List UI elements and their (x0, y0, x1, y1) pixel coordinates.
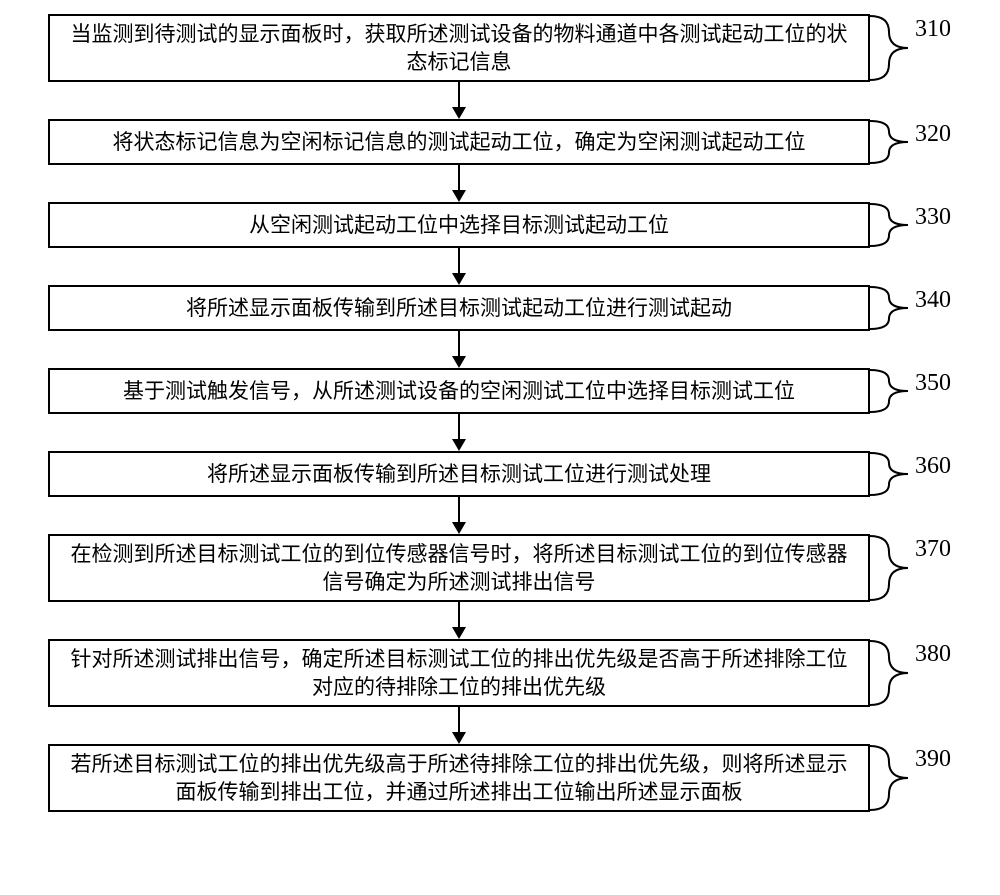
flow-step-text: 从空闲测试起动工位中选择目标测试起动工位 (249, 211, 669, 239)
bracket-connector (868, 285, 910, 331)
flow-step-id: 310 (915, 16, 951, 43)
bracket-connector (868, 368, 910, 414)
flow-step-text: 当监测到待测试的显示面板时，获取所述测试设备的物料通道中各测试起动工位的状态标记… (62, 20, 856, 77)
bracket-connector (868, 639, 910, 707)
flow-step-text: 在检测到所述目标测试工位的到位传感器信号时，将所述目标测试工位的到位传感器信号确… (62, 540, 856, 597)
flow-step-text: 基于测试触发信号，从所述测试设备的空闲测试工位中选择目标测试工位 (123, 377, 795, 405)
bracket-connector (868, 534, 910, 602)
flow-step-box: 从空闲测试起动工位中选择目标测试起动工位 (48, 202, 870, 248)
flow-step-box: 当监测到待测试的显示面板时，获取所述测试设备的物料通道中各测试起动工位的状态标记… (48, 14, 870, 82)
flow-step-id: 380 (915, 641, 951, 668)
flow-step-box: 若所述目标测试工位的排出优先级高于所述待排除工位的排出优先级，则将所述显示面板传… (48, 744, 870, 812)
flow-step-box: 将状态标记信息为空闲标记信息的测试起动工位，确定为空闲测试起动工位 (48, 119, 870, 165)
flow-arrow (444, 414, 474, 453)
flow-step-id: 360 (915, 453, 951, 480)
flow-arrow (444, 331, 474, 370)
bracket-connector (868, 202, 910, 248)
flow-step-id: 390 (915, 746, 951, 773)
flow-step-id: 350 (915, 370, 951, 397)
flow-step-box: 将所述显示面板传输到所述目标测试工位进行测试处理 (48, 451, 870, 497)
flow-step-box: 针对所述测试排出信号，确定所述目标测试工位的排出优先级是否高于所述排除工位对应的… (48, 639, 870, 707)
bracket-connector (868, 744, 910, 812)
flow-step-text: 将所述显示面板传输到所述目标测试工位进行测试处理 (207, 460, 711, 488)
flow-step-text: 若所述目标测试工位的排出优先级高于所述待排除工位的排出优先级，则将所述显示面板传… (62, 750, 856, 807)
flow-step-box: 在检测到所述目标测试工位的到位传感器信号时，将所述目标测试工位的到位传感器信号确… (48, 534, 870, 602)
flow-step-id: 320 (915, 121, 951, 148)
flow-arrow (444, 82, 474, 121)
bracket-connector (868, 119, 910, 165)
flow-arrow (444, 165, 474, 204)
flow-step-id: 340 (915, 287, 951, 314)
flow-step-id: 370 (915, 536, 951, 563)
bracket-connector (868, 451, 910, 497)
flow-arrow (444, 248, 474, 287)
flow-arrow (444, 707, 474, 746)
bracket-connector (868, 14, 910, 82)
flow-step-text: 将状态标记信息为空闲标记信息的测试起动工位，确定为空闲测试起动工位 (113, 128, 806, 156)
flow-step-text: 针对所述测试排出信号，确定所述目标测试工位的排出优先级是否高于所述排除工位对应的… (62, 645, 856, 702)
flow-step-id: 330 (915, 204, 951, 231)
flow-arrow (444, 602, 474, 641)
flow-step-text: 将所述显示面板传输到所述目标测试起动工位进行测试起动 (186, 294, 732, 322)
flow-arrow (444, 497, 474, 536)
flow-step-box: 基于测试触发信号，从所述测试设备的空闲测试工位中选择目标测试工位 (48, 368, 870, 414)
flow-step-box: 将所述显示面板传输到所述目标测试起动工位进行测试起动 (48, 285, 870, 331)
